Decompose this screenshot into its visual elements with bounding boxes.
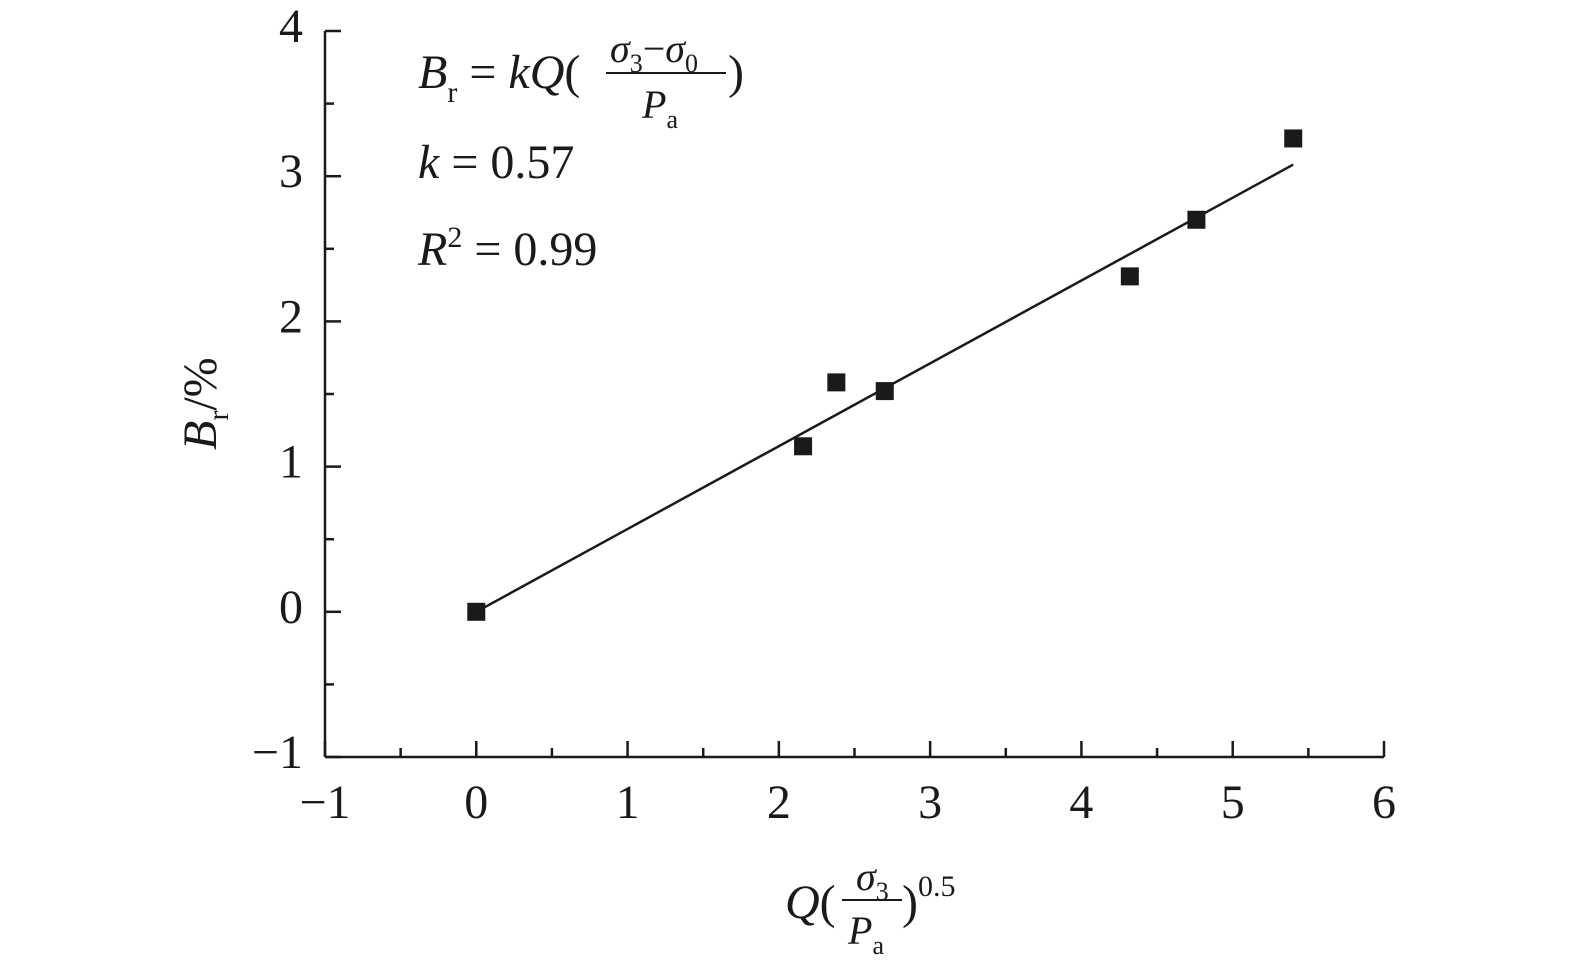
data-point (1120, 267, 1139, 286)
y-axis-label: Br/% (174, 357, 235, 450)
data-point (467, 602, 486, 621)
equation: Br = kQ( (418, 46, 580, 109)
annotation-part: 2 (447, 221, 462, 254)
equation-part: r (447, 76, 457, 109)
label-part: B (174, 421, 227, 450)
equation-part: 3 (630, 49, 643, 78)
equation-part: B (418, 46, 447, 99)
equation-part: σ (610, 26, 631, 71)
equation-part: ( (564, 46, 580, 99)
data-point (827, 373, 846, 392)
annotation-part: = 0.99 (462, 223, 597, 276)
label-part: σ (856, 854, 877, 899)
data-point (794, 437, 813, 456)
annotation-part: k (418, 136, 441, 189)
label-part: ( (820, 876, 836, 929)
x-tick-label: 2 (767, 776, 791, 829)
label-part: 0.5 (918, 870, 956, 903)
y-tick-label: −1 (252, 726, 303, 779)
annotation-part: R (417, 223, 447, 276)
equation-part: P (641, 82, 666, 127)
label-part: r (202, 411, 235, 421)
x-label-denominator: Pa (847, 908, 884, 960)
y-tick-label: 2 (279, 290, 303, 343)
y-tick-label: 0 (279, 581, 303, 634)
equation-part: ) (728, 46, 744, 99)
x-tick-label: −1 (299, 776, 350, 829)
x-tick-label: 5 (1221, 776, 1245, 829)
x-axis-label: Q( (785, 876, 836, 929)
x-label-numerator: σ3 (856, 854, 889, 906)
x-tick-label: 0 (464, 776, 488, 829)
equation-numerator: σ3−σ0 (610, 26, 698, 78)
equation-part: − (643, 26, 666, 71)
x-tick-label: 6 (1372, 776, 1396, 829)
label-part: P (847, 908, 872, 953)
k-annotation: k = 0.57 (418, 136, 574, 189)
data-point (1284, 129, 1303, 148)
equation-denominator: Pa (641, 82, 678, 134)
y-tick-label: 4 (279, 0, 303, 53)
x-tick-label: 4 (1069, 776, 1093, 829)
equation-part: σ (665, 26, 686, 71)
data-point (875, 382, 894, 401)
equation-part: 0 (685, 49, 698, 78)
x-axis-label: )0.5 (902, 870, 955, 929)
y-tick-label: 3 (279, 145, 303, 198)
equation-part: Q (530, 46, 565, 99)
equation-part: a (666, 105, 678, 134)
equation-part: = (457, 46, 508, 99)
label-part: Q (785, 876, 820, 929)
label-part: a (872, 931, 884, 960)
label-part: 3 (876, 877, 889, 906)
r2-annotation: R2 = 0.99 (417, 221, 597, 276)
x-tick-label: 3 (918, 776, 942, 829)
x-tick-label: 1 (616, 776, 640, 829)
annotation-part: = 0.57 (439, 136, 574, 189)
label-part: ) (902, 876, 918, 929)
y-tick-label: 1 (279, 436, 303, 489)
equation-part: k (508, 46, 531, 99)
label-part: /% (174, 357, 227, 410)
data-point (1187, 210, 1206, 229)
